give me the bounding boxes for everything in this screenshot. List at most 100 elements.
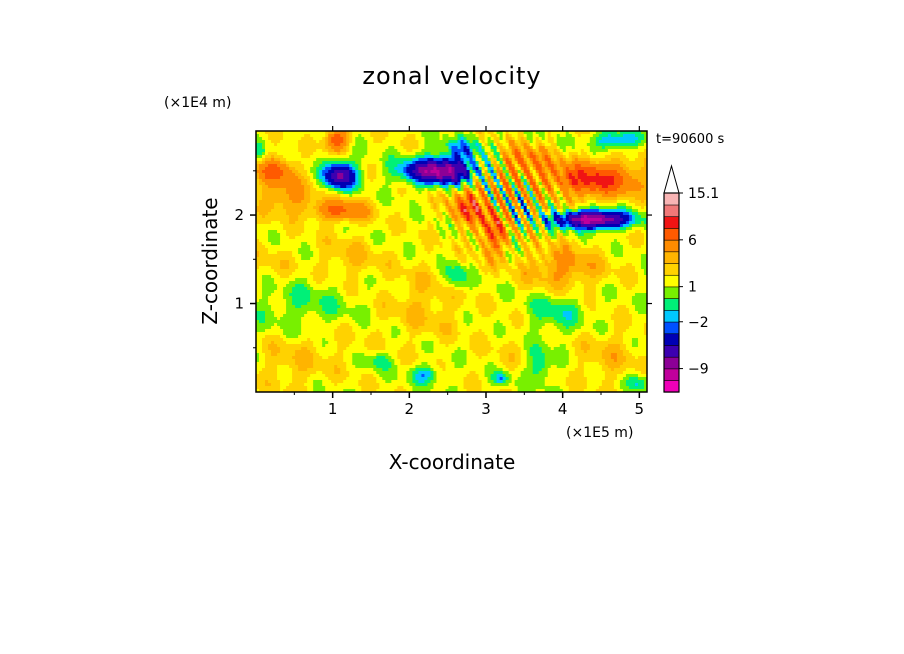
heatmap-cell bbox=[493, 209, 498, 213]
heatmap-cell bbox=[337, 143, 341, 147]
heatmap-cell bbox=[556, 164, 561, 168]
heatmap-cell bbox=[427, 230, 432, 234]
heatmap-cell bbox=[367, 221, 371, 225]
heatmap-cell bbox=[418, 224, 423, 228]
heatmap-cell bbox=[478, 194, 483, 198]
heatmap-cell bbox=[643, 200, 647, 204]
heatmap-cell bbox=[271, 230, 275, 234]
heatmap-cell bbox=[442, 164, 447, 168]
heatmap-cell bbox=[469, 161, 474, 165]
heatmap-cell bbox=[574, 143, 579, 147]
heatmap-cell bbox=[514, 215, 519, 219]
heatmap-cell bbox=[352, 233, 356, 237]
heatmap-cell bbox=[514, 212, 519, 216]
heatmap-cell bbox=[370, 245, 374, 249]
heatmap-cell bbox=[460, 149, 465, 153]
heatmap-cell bbox=[343, 167, 347, 171]
heatmap-cell bbox=[493, 134, 498, 138]
heatmap-cell bbox=[640, 149, 645, 153]
heatmap-cell bbox=[562, 218, 567, 222]
heatmap-cell bbox=[430, 194, 435, 198]
heatmap-cell bbox=[415, 152, 420, 156]
heatmap-cell bbox=[439, 155, 444, 159]
heatmap-cell bbox=[502, 137, 507, 141]
heatmap-cell bbox=[358, 176, 362, 180]
heatmap-cell bbox=[496, 215, 501, 219]
heatmap-cell bbox=[262, 197, 266, 201]
heatmap-cell bbox=[280, 137, 284, 141]
heatmap-cell bbox=[490, 149, 495, 153]
heatmap-cell bbox=[475, 182, 480, 186]
heatmap-cell bbox=[355, 152, 359, 156]
heatmap-cell bbox=[286, 149, 290, 153]
heatmap-cell bbox=[379, 194, 383, 198]
heatmap-cell bbox=[421, 140, 426, 144]
heatmap-cell bbox=[553, 185, 558, 189]
heatmap-cell bbox=[265, 152, 269, 156]
heatmap-cell bbox=[298, 194, 302, 198]
heatmap-cell bbox=[304, 161, 308, 165]
heatmap-cell bbox=[361, 134, 365, 138]
heatmap-cell bbox=[295, 185, 299, 189]
heatmap-cell bbox=[565, 182, 570, 186]
heatmap-cell bbox=[601, 194, 606, 198]
heatmap-cell bbox=[643, 176, 647, 180]
heatmap-cell bbox=[643, 131, 647, 135]
heatmap-cell bbox=[556, 197, 561, 201]
heatmap-cell bbox=[502, 176, 507, 180]
heatmap-cell bbox=[601, 191, 606, 195]
heatmap-cell bbox=[478, 140, 483, 144]
heatmap-cell bbox=[403, 164, 407, 168]
heatmap-cell bbox=[337, 191, 341, 195]
heatmap-cell bbox=[292, 191, 296, 195]
heatmap-cell bbox=[622, 200, 627, 204]
heatmap-cell bbox=[556, 212, 561, 216]
heatmap-cell bbox=[289, 242, 293, 246]
heatmap-cell bbox=[370, 191, 374, 195]
heatmap-cell bbox=[394, 143, 398, 147]
heatmap-cell bbox=[577, 194, 582, 198]
heatmap-cell bbox=[604, 224, 609, 228]
heatmap-cell bbox=[613, 194, 618, 198]
heatmap-cell bbox=[499, 209, 504, 213]
heatmap-cell bbox=[520, 158, 525, 162]
heatmap-cell bbox=[271, 161, 275, 165]
heatmap-cell bbox=[265, 200, 269, 204]
heatmap-cell bbox=[382, 209, 386, 213]
heatmap-cell bbox=[373, 221, 377, 225]
heatmap-cell bbox=[484, 152, 489, 156]
heatmap-cell bbox=[406, 182, 410, 186]
heatmap-cell bbox=[382, 215, 386, 219]
heatmap-cell bbox=[586, 158, 591, 162]
heatmap-cell bbox=[541, 143, 546, 147]
heatmap-cell bbox=[592, 164, 597, 168]
heatmap-cell bbox=[547, 203, 552, 207]
heatmap-cell bbox=[271, 236, 275, 240]
heatmap-cell bbox=[394, 191, 398, 195]
heatmap-cell bbox=[373, 137, 377, 141]
heatmap-cell bbox=[466, 239, 471, 243]
heatmap-cell bbox=[637, 158, 642, 162]
heatmap-cell bbox=[364, 179, 368, 183]
heatmap-cell bbox=[544, 149, 549, 153]
heatmap-cell bbox=[511, 134, 516, 138]
heatmap-cell bbox=[262, 131, 266, 135]
heatmap-cell bbox=[412, 203, 417, 207]
heatmap-cell bbox=[382, 194, 386, 198]
heatmap-cell bbox=[364, 209, 368, 213]
heatmap-cell bbox=[562, 167, 567, 171]
heatmap-cell bbox=[583, 242, 588, 246]
heatmap-cell bbox=[601, 170, 606, 174]
heatmap-cell bbox=[487, 131, 492, 135]
heatmap-cell bbox=[418, 176, 423, 180]
heatmap-cell bbox=[493, 206, 498, 210]
heatmap-cell bbox=[556, 170, 561, 174]
heatmap-cell bbox=[310, 212, 314, 216]
heatmap-cell bbox=[574, 140, 579, 144]
heatmap-cell bbox=[256, 197, 260, 201]
heatmap-cell bbox=[481, 170, 486, 174]
heatmap-cell bbox=[310, 140, 314, 144]
heatmap-cell bbox=[544, 152, 549, 156]
heatmap-cell bbox=[535, 137, 540, 141]
heatmap-cell bbox=[451, 233, 456, 237]
